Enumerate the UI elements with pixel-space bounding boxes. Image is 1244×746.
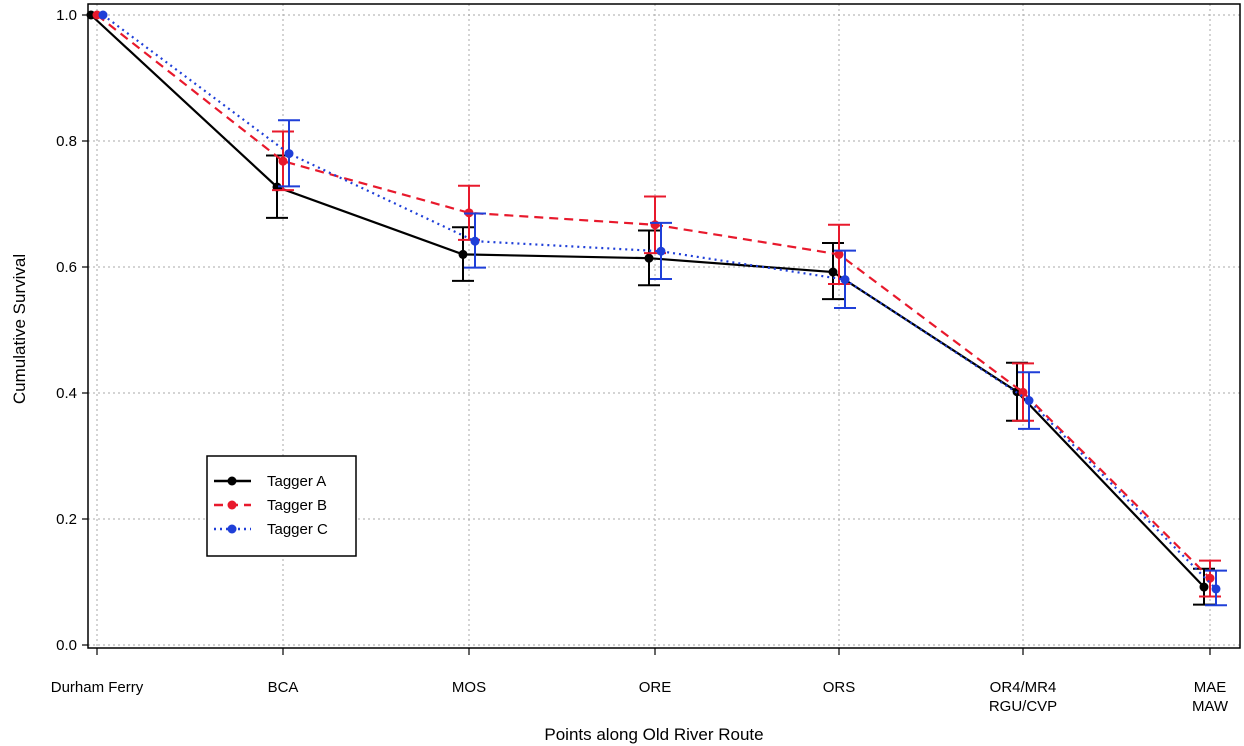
- x-tick-label: MAE: [1194, 679, 1227, 696]
- y-tick-label: 0.6: [56, 259, 77, 276]
- plot-frame: [87, 3, 1241, 649]
- data-point: [1199, 582, 1209, 592]
- data-point: [470, 236, 480, 246]
- x-tick-label: Durham Ferry: [51, 679, 144, 696]
- x-tick-label: ORE: [639, 679, 672, 696]
- data-point: [650, 220, 660, 230]
- y-tick-label: 0.2: [56, 511, 77, 528]
- x-tick-label: ORS: [823, 679, 856, 696]
- x-axis-title: Points along Old River Route: [544, 725, 763, 744]
- data-point: [1211, 584, 1221, 594]
- series-area: [86, 10, 1227, 607]
- series-tagger-c: [98, 10, 1227, 607]
- x-tick-label: RGU/CVP: [989, 698, 1057, 715]
- legend-label: Tagger A: [267, 473, 326, 490]
- data-point: [644, 253, 654, 263]
- legend-marker: [227, 524, 237, 534]
- data-point: [98, 10, 108, 20]
- x-tick-label: MOS: [452, 679, 486, 696]
- x-axis: Durham Ferry BCA MOS ORE ORS OR4/MR4 RGU/CVP MA…: [51, 648, 1229, 715]
- data-point: [1024, 396, 1034, 406]
- legend-label: Tagger C: [267, 521, 328, 538]
- data-point: [278, 156, 288, 166]
- y-tick-label: 0.8: [56, 133, 77, 150]
- data-point: [828, 267, 838, 277]
- y-axis-title: Cumulative Survival: [10, 254, 29, 404]
- legend-marker: [227, 500, 237, 510]
- legend-marker: [227, 476, 237, 486]
- x-tick-label: BCA: [268, 679, 299, 696]
- legend-label: Tagger B: [267, 497, 327, 514]
- data-point: [1205, 573, 1215, 583]
- y-axis: 0.0 0.2 0.4 0.6 0.8 1.0: [56, 7, 88, 654]
- y-tick-label: 0.4: [56, 385, 77, 402]
- x-tick-label: MAW: [1192, 698, 1229, 715]
- y-tick-label: 0.0: [56, 637, 77, 654]
- x-tick-label: OR4/MR4: [990, 679, 1057, 696]
- data-point: [284, 149, 294, 159]
- data-point: [656, 246, 666, 256]
- data-point: [458, 249, 468, 259]
- legend: Tagger A Tagger B Tagger C: [206, 455, 357, 557]
- data-point: [834, 249, 844, 259]
- y-tick-label: 1.0: [56, 7, 77, 24]
- data-point: [1018, 387, 1028, 397]
- data-point: [840, 275, 850, 285]
